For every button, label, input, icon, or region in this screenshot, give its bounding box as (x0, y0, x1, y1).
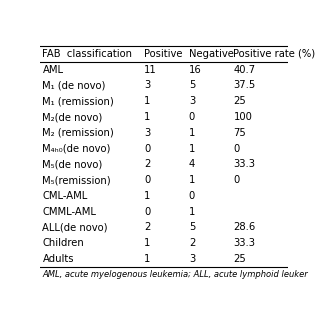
Text: AML: AML (43, 65, 63, 75)
Text: 3: 3 (144, 80, 150, 91)
Text: 1: 1 (144, 96, 150, 106)
Text: 1: 1 (144, 112, 150, 122)
Text: M₂ (remission): M₂ (remission) (43, 128, 114, 138)
Text: 1: 1 (189, 207, 195, 217)
Text: M₄ₕ₀(de novo): M₄ₕ₀(de novo) (43, 144, 111, 154)
Text: 16: 16 (189, 65, 202, 75)
Text: 28.6: 28.6 (234, 222, 256, 232)
Text: 11: 11 (144, 65, 157, 75)
Text: Adults: Adults (43, 254, 74, 264)
Text: 3: 3 (189, 254, 195, 264)
Text: 25: 25 (234, 254, 246, 264)
Text: 1: 1 (144, 238, 150, 248)
Text: 0: 0 (234, 144, 240, 154)
Text: Children: Children (43, 238, 84, 248)
Text: 2: 2 (144, 159, 150, 169)
Text: 37.5: 37.5 (234, 80, 256, 91)
Text: Positive: Positive (144, 49, 183, 59)
Text: 5: 5 (189, 80, 195, 91)
Text: M₁ (de novo): M₁ (de novo) (43, 80, 106, 91)
Text: 0: 0 (144, 207, 150, 217)
Text: ALL(de novo): ALL(de novo) (43, 222, 108, 232)
Text: 3: 3 (144, 128, 150, 138)
Text: M₁ (remission): M₁ (remission) (43, 96, 114, 106)
Text: 1: 1 (189, 144, 195, 154)
Text: 100: 100 (234, 112, 252, 122)
Text: M₅(remission): M₅(remission) (43, 175, 111, 185)
Text: 1: 1 (144, 191, 150, 201)
Text: 0: 0 (189, 191, 195, 201)
Text: M₂(de novo): M₂(de novo) (43, 112, 103, 122)
Text: 33.3: 33.3 (234, 159, 255, 169)
Text: 5: 5 (189, 222, 195, 232)
Text: 3: 3 (189, 96, 195, 106)
Text: 0: 0 (234, 175, 240, 185)
Text: 75: 75 (234, 128, 246, 138)
Text: 33.3: 33.3 (234, 238, 255, 248)
Text: CMML-AML: CMML-AML (43, 207, 96, 217)
Text: 2: 2 (189, 238, 195, 248)
Text: AML, acute myelogenous leukemia; ALL, acute lymphoid leuker: AML, acute myelogenous leukemia; ALL, ac… (43, 270, 308, 279)
Text: FAB  classification: FAB classification (43, 49, 132, 59)
Text: Negative: Negative (189, 49, 234, 59)
Text: CML-AML: CML-AML (43, 191, 88, 201)
Text: Positive rate (%): Positive rate (%) (234, 49, 316, 59)
Text: 0: 0 (144, 175, 150, 185)
Text: 25: 25 (234, 96, 246, 106)
Text: M₅(de novo): M₅(de novo) (43, 159, 103, 169)
Text: 40.7: 40.7 (234, 65, 256, 75)
Text: 4: 4 (189, 159, 195, 169)
Text: 2: 2 (144, 222, 150, 232)
Text: 0: 0 (189, 112, 195, 122)
Text: 0: 0 (144, 144, 150, 154)
Text: 1: 1 (189, 175, 195, 185)
Text: 1: 1 (144, 254, 150, 264)
Text: 1: 1 (189, 128, 195, 138)
